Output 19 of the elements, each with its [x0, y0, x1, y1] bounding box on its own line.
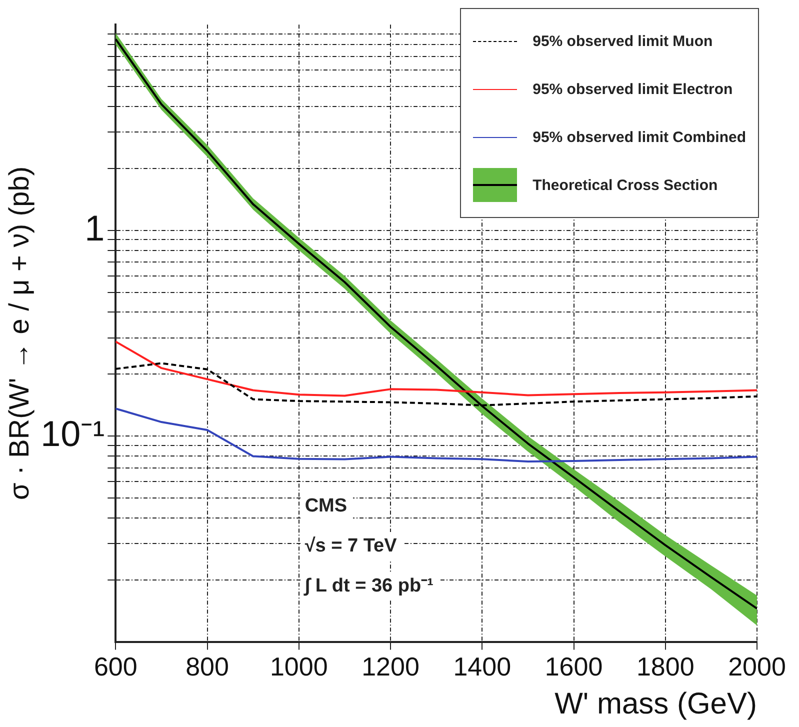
- x-tick-label: 1200: [362, 652, 420, 682]
- legend-label: Theoretical Cross Section: [532, 176, 718, 194]
- x-tick-label: 1400: [453, 652, 512, 682]
- x-tick-label: 2000: [728, 652, 786, 682]
- annotation: CMS: [304, 495, 348, 516]
- x-tick-label: 800: [186, 652, 229, 682]
- y-tick-label: 10⁻¹: [40, 412, 105, 454]
- x-tick-label: 1800: [636, 652, 694, 682]
- y-axis-title: σ · BR(W' → e / μ + ν) (pb): [4, 166, 35, 500]
- annotation: √s = 7 TeV: [304, 535, 398, 556]
- legend-label: 95% observed limit Muon: [532, 32, 713, 50]
- legend-label: 95% observed limit Combined: [532, 128, 746, 146]
- x-axis-title: W' mass (GeV): [554, 687, 757, 720]
- x-tick-label: 1600: [544, 652, 603, 682]
- x-tick-label: 1000: [270, 652, 328, 682]
- annotation: ∫ L dt = 36 pb⁻¹: [302, 575, 434, 596]
- x-tick-label: 600: [94, 652, 138, 682]
- y-tick-label: 1: [84, 207, 105, 248]
- legend-label: 95% observed limit Electron: [532, 80, 733, 98]
